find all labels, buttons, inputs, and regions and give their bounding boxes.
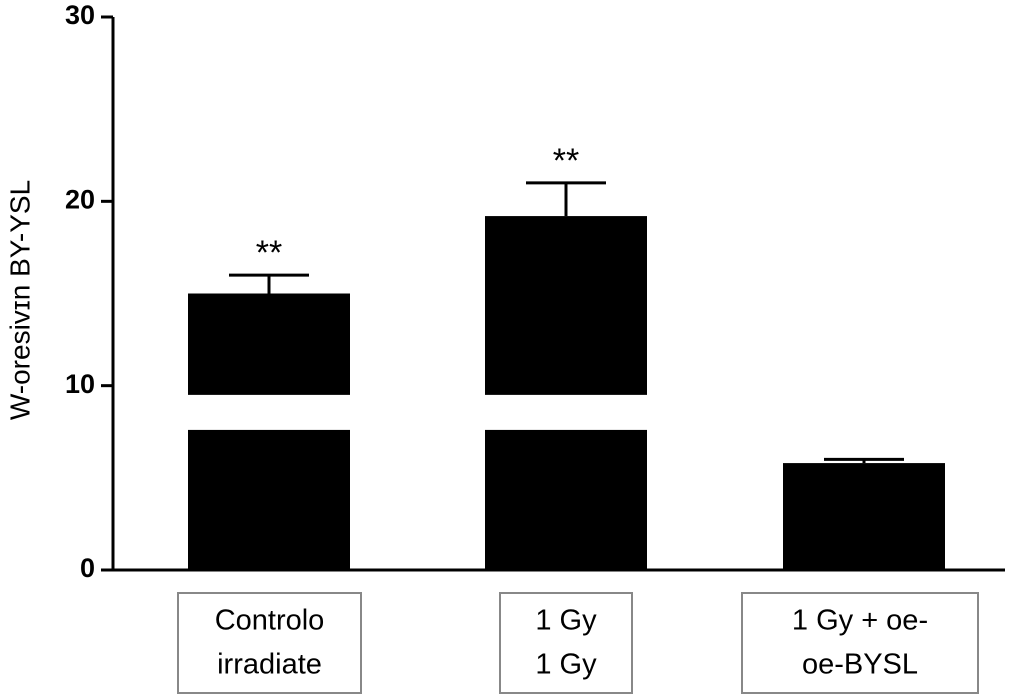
x-tick-label: 1 Gy — [535, 605, 597, 637]
x-tick-label: Controlo — [215, 605, 325, 637]
y-tick-label: 10 — [65, 369, 95, 399]
y-tick-label: 30 — [65, 0, 95, 30]
axis-break — [483, 394, 649, 430]
category-box — [499, 592, 633, 694]
y-tick-label: 20 — [65, 184, 95, 214]
y-tick-label: 0 — [80, 553, 95, 583]
x-tick-label: 1 Gy — [535, 649, 597, 681]
category-box — [177, 592, 362, 694]
significance-label: ** — [256, 234, 282, 272]
bar — [783, 463, 945, 570]
bar — [485, 216, 647, 570]
x-tick-label: 1 Gy + oe- — [792, 605, 928, 637]
significance-label: ** — [553, 142, 579, 180]
bar — [188, 293, 350, 570]
category-box — [741, 592, 979, 694]
y-axis-label: W-oresivɪn BY-YSL — [4, 180, 35, 420]
x-tick-label: oe-BYSL — [802, 649, 918, 681]
axis-break — [186, 394, 352, 430]
x-tick-label: irradiate — [217, 649, 322, 681]
